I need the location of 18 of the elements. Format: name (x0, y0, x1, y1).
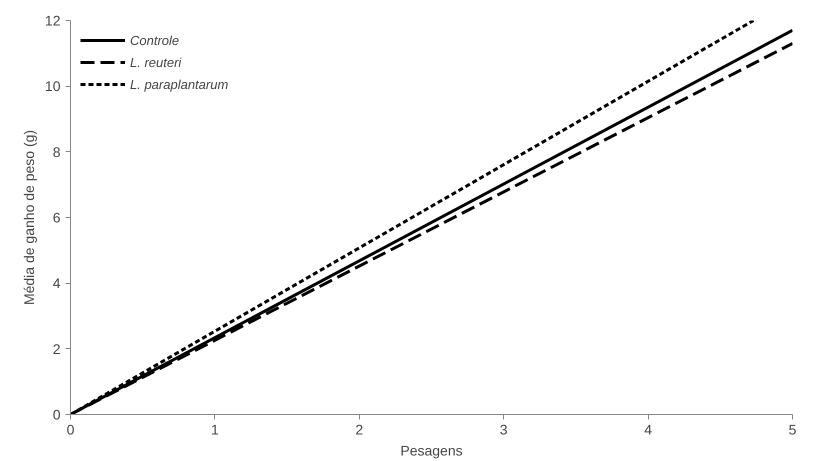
y-tick-label: 0 (52, 406, 61, 422)
legend-label: Controle (130, 32, 180, 48)
y-axis-title: Média de ganho de peso (g) (20, 130, 37, 306)
y-tick-label: 2 (52, 340, 61, 357)
x-tick-label: 3 (500, 422, 508, 438)
y-tick-label: 6 (52, 210, 61, 226)
y-tick-label: 10 (44, 78, 61, 94)
y-tick-label: 12 (44, 12, 61, 28)
x-tick-label: 1 (211, 422, 220, 438)
legend-label: L. paraplantarum (130, 76, 228, 92)
x-tick-label: 0 (66, 422, 75, 438)
x-axis-title: Pesagens (400, 442, 463, 458)
x-tick-label: 5 (788, 422, 797, 438)
x-tick-label: 4 (644, 422, 652, 438)
y-tick-label: 8 (52, 144, 61, 160)
legend-label: L. reuteri (130, 54, 182, 70)
x-tick-label: 2 (355, 422, 364, 438)
y-tick-label: 4 (52, 275, 61, 292)
